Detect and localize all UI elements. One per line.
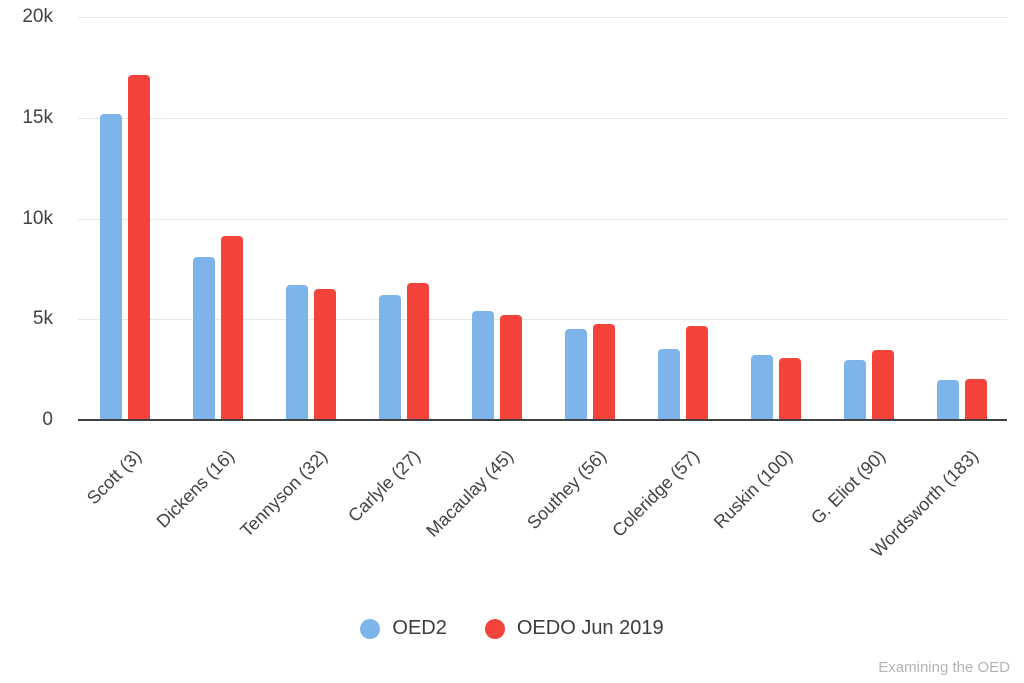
bar-oedo-jun-2019-coleridge-57[interactable]	[685, 326, 708, 420]
gridline-5k	[78, 319, 1007, 321]
x-axis-label-tennyson-32: Tennyson (32)	[236, 446, 332, 541]
bar-oedo-jun-2019-carlyle-27[interactable]	[406, 283, 429, 420]
gridline-15k	[78, 117, 1007, 119]
bar-oedo-jun-2019-wordsworth-183[interactable]	[964, 378, 987, 420]
bar-oed2-ruskin-100[interactable]	[750, 354, 773, 420]
bar-oed2-tennyson-32[interactable]	[285, 285, 308, 420]
legend-swatch-oedo-jun-2019	[484, 618, 505, 639]
x-axis-label-macaulay-45: Macaulay (45)	[422, 446, 517, 541]
bar-oedo-jun-2019-tennyson-32[interactable]	[313, 289, 336, 420]
bar-oed2-dickens-16[interactable]	[192, 256, 215, 420]
x-axis-label-coleridge-57: Coleridge (57)	[607, 446, 703, 541]
y-axis-tick-10k: 10k	[22, 207, 53, 229]
legend: OED2 OEDO Jun 2019	[0, 617, 1024, 640]
y-axis-tick-0: 0	[42, 409, 53, 430]
y-axis-tick-20k: 20k	[22, 6, 53, 27]
legend-item-oedo-jun-2019[interactable]: OEDO Jun 2019	[484, 617, 664, 640]
x-axis-label-wordsworth-183: Wordsworth (183)	[866, 446, 982, 562]
bar-oed2-scott-3[interactable]	[100, 113, 122, 420]
bar-oedo-jun-2019-scott-3[interactable]	[128, 75, 150, 420]
bar-oed2-southey-56[interactable]	[564, 329, 587, 420]
bar-oedo-jun-2019-macaulay-45[interactable]	[499, 315, 522, 420]
x-axis-line	[78, 419, 1007, 421]
x-axis-label-southey-56: Southey (56)	[522, 446, 610, 534]
legend-item-oed2[interactable]: OED2	[360, 617, 447, 640]
bar-oedo-jun-2019-dickens-16[interactable]	[220, 235, 243, 420]
bar-oedo-jun-2019-g-eliot-90[interactable]	[871, 349, 894, 420]
bar-oed2-coleridge-57[interactable]	[657, 348, 680, 420]
x-axis-label-dickens-16: Dickens (16)	[152, 446, 239, 532]
legend-label-oedo-jun-2019: OEDO Jun 2019	[516, 617, 664, 639]
legend-swatch-oed2	[360, 618, 381, 639]
x-axis-label-carlyle-27: Carlyle (27)	[344, 446, 424, 526]
bar-oed2-wordsworth-183[interactable]	[936, 379, 959, 420]
y-axis-tick-5k: 5k	[32, 308, 53, 330]
gridline-10k	[78, 218, 1007, 220]
bar-oed2-carlyle-27[interactable]	[378, 295, 401, 420]
bar-oed2-macaulay-45[interactable]	[471, 311, 494, 420]
gridline-20k	[78, 17, 1007, 18]
bar-oedo-jun-2019-ruskin-100[interactable]	[778, 357, 801, 420]
footer-credit: Examining the OED	[878, 659, 1010, 676]
bar-oed2-g-eliot-90[interactable]	[843, 359, 866, 420]
legend-label-oed2: OED2	[392, 617, 447, 639]
x-axis-label-g-eliot-90: G. Eliot (90)	[806, 446, 889, 529]
x-axis-label-ruskin-100: Ruskin (100)	[709, 446, 796, 533]
bar-oedo-jun-2019-southey-56[interactable]	[592, 324, 615, 420]
plot-area	[78, 17, 1007, 421]
y-axis-tick-15k: 15k	[22, 106, 53, 128]
